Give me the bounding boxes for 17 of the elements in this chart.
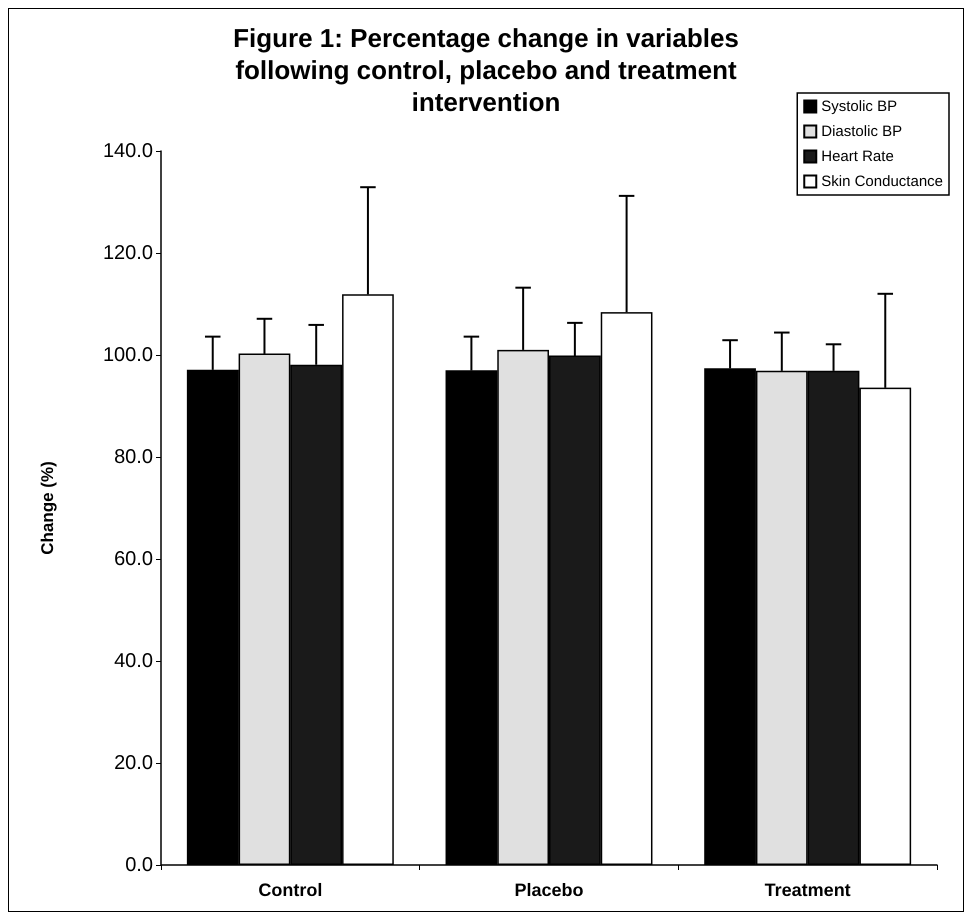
chart-title: Figure 1: Percentage change in variables following control, placebo and treatment intervention (233, 23, 739, 117)
legend-label: Skin Conductance (821, 173, 944, 190)
y-tick-label: 140.0 (102, 140, 153, 162)
x-tick-label: Placebo (514, 880, 584, 900)
y-tick-label: 0.0 (125, 854, 153, 876)
y-axis-title: Change (%) (38, 461, 57, 555)
legend-label: Heart Rate (821, 148, 894, 165)
x-tick-label: Treatment (764, 880, 851, 900)
y-tick-label: 120.0 (102, 242, 153, 264)
y-tick-label: 80.0 (114, 446, 153, 468)
y-tick-label: 20.0 (114, 752, 153, 774)
legend-label: Diastolic BP (821, 123, 902, 140)
x-tick-label: Control (258, 880, 322, 900)
y-tick-label: 60.0 (114, 548, 153, 570)
y-tick-label: 100.0 (102, 344, 153, 366)
y-tick-label: 40.0 (114, 650, 153, 672)
legend-label: Systolic BP (821, 98, 898, 115)
